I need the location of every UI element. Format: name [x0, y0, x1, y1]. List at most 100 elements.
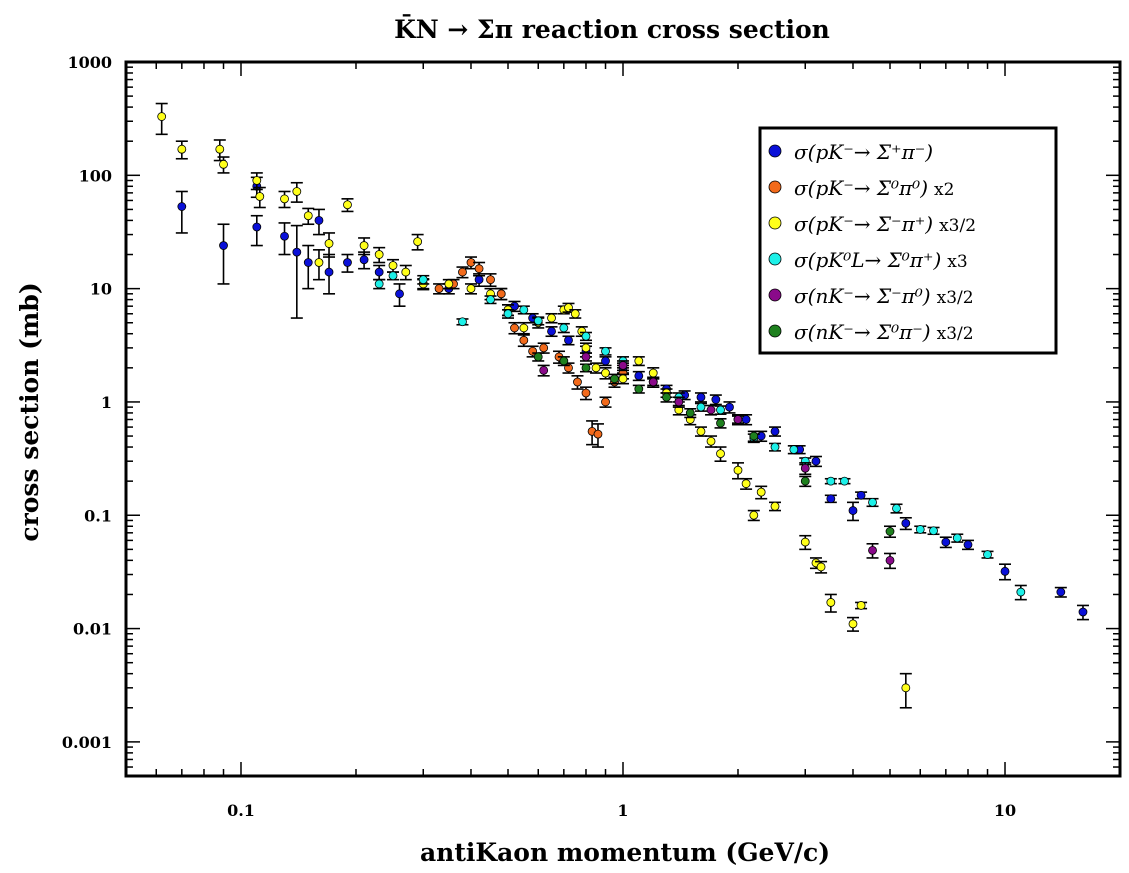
data-point	[255, 192, 265, 201]
legend-label: σ(pK⁻→ Σ⁻π⁺) x3/2	[794, 212, 976, 236]
data-point	[219, 241, 228, 250]
data-point	[811, 456, 821, 466]
data-point	[963, 540, 973, 550]
data-point	[733, 415, 743, 424]
data-point	[662, 392, 671, 402]
data-point	[706, 405, 716, 415]
data-point	[343, 200, 352, 210]
data-point	[826, 598, 836, 607]
data-point	[444, 279, 454, 289]
y-tick-label: 0.1	[84, 506, 112, 525]
data-point	[1000, 566, 1010, 576]
data-point	[559, 323, 569, 333]
legend-marker	[768, 144, 782, 158]
data-point	[503, 309, 513, 319]
data-point	[581, 388, 591, 398]
data-point	[401, 267, 411, 277]
data-point	[547, 313, 556, 323]
data-point	[280, 194, 289, 204]
data-point	[789, 445, 799, 454]
data-point	[177, 202, 187, 211]
data-point	[486, 295, 495, 305]
legend-label: σ(pK⁻→ Σ⁰π⁰) x2	[794, 176, 954, 200]
data-point	[593, 429, 603, 439]
data-point	[581, 343, 591, 353]
data-point	[716, 405, 725, 415]
data-point	[314, 258, 324, 267]
data-point	[716, 418, 725, 428]
data-point	[826, 476, 836, 486]
legend-marker	[768, 252, 782, 266]
data-point	[674, 397, 684, 407]
data-point	[725, 402, 734, 412]
data-point	[486, 275, 495, 285]
data-point	[941, 537, 951, 547]
data-point	[519, 323, 529, 333]
data-point	[711, 395, 721, 404]
data-point	[840, 476, 849, 486]
data-point	[741, 479, 751, 489]
legend-scale-note: x2	[934, 180, 954, 200]
data-point	[648, 368, 658, 378]
data-point	[634, 371, 644, 381]
data-point	[618, 361, 628, 370]
data-point	[1078, 607, 1088, 617]
data-point	[474, 264, 484, 274]
data-point	[601, 356, 610, 366]
data-point	[856, 601, 866, 610]
data-point	[749, 431, 759, 441]
data-point	[359, 255, 369, 265]
series-4	[537, 352, 897, 570]
data-point	[648, 377, 658, 387]
data-point	[610, 374, 619, 384]
series-5	[532, 352, 897, 539]
data-point	[559, 356, 569, 366]
data-point	[564, 335, 573, 345]
data-point	[374, 279, 384, 289]
data-point	[634, 384, 644, 394]
data-point	[696, 402, 706, 412]
data-point	[343, 258, 352, 267]
y-tick-label: 10	[90, 280, 112, 299]
data-point	[618, 374, 628, 384]
y-axis-label: cross section (mb)	[15, 282, 44, 541]
data-point	[573, 377, 582, 387]
data-point	[696, 392, 706, 402]
x-axis-label: antiKaon momentum (GeV/c)	[420, 838, 830, 867]
data-point	[800, 476, 810, 486]
data-point	[324, 267, 334, 277]
data-point	[280, 231, 289, 241]
data-point	[533, 352, 543, 362]
legend-scale-note: x3/2	[939, 216, 976, 236]
data-point	[324, 239, 334, 248]
data-point	[219, 159, 228, 169]
data-point	[314, 216, 324, 225]
data-point	[770, 501, 780, 511]
data-point	[696, 426, 706, 436]
data-point	[749, 510, 759, 520]
data-point	[252, 222, 262, 232]
y-tick-label: 0.001	[62, 733, 112, 752]
data-point	[510, 323, 519, 333]
x-tick-label: 0.1	[227, 801, 255, 820]
plot-frame	[124, 60, 1122, 778]
data-point	[733, 465, 743, 475]
data-point	[458, 317, 467, 327]
data-point	[800, 463, 810, 473]
data-point	[303, 258, 313, 267]
data-point	[591, 363, 601, 373]
data-point	[952, 533, 962, 543]
data-point	[466, 284, 476, 294]
y-tick-label: 1	[101, 393, 112, 412]
data-point	[885, 555, 895, 565]
data-point	[303, 211, 313, 221]
data-point	[601, 397, 610, 407]
data-point	[292, 187, 302, 196]
y-tick-label: 1000	[67, 53, 112, 72]
data-point	[826, 494, 836, 504]
data-point	[856, 490, 866, 500]
legend-label: σ(nK⁻→ Σ⁻π⁰) x3/2	[794, 284, 974, 308]
data-point	[816, 562, 826, 572]
data-point	[770, 426, 780, 436]
data-point	[685, 408, 695, 418]
